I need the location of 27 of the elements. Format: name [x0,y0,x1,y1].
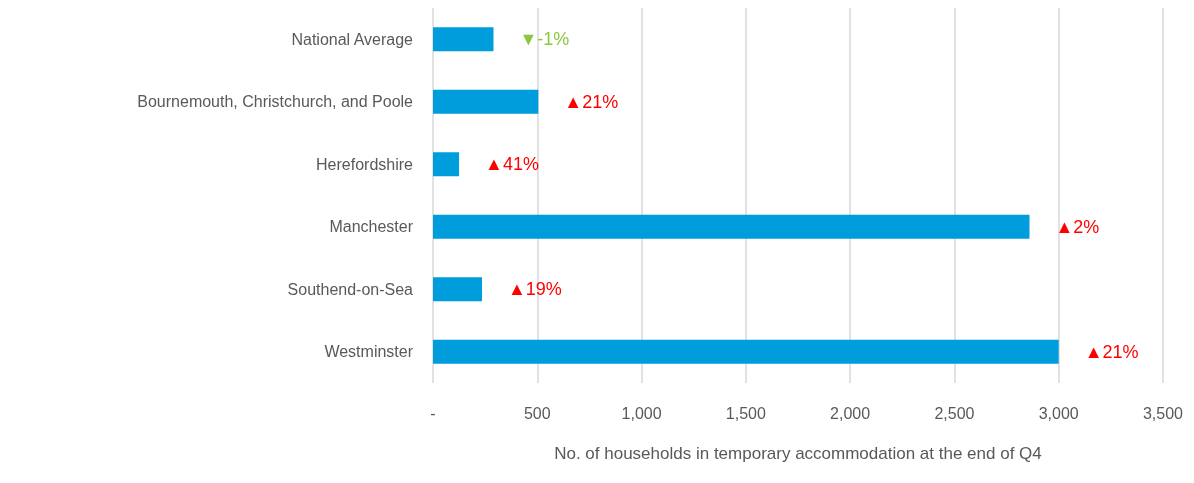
y-tick-label: Westminster [324,343,414,361]
x-tick-label: - [430,404,436,422]
bar [433,27,494,52]
x-tick-label: 3,500 [1142,404,1184,422]
bar [433,89,539,114]
bar [433,277,483,302]
annotation: ▲2% [1055,216,1100,237]
x-tick-label: 1,000 [621,404,662,422]
y-tick-label: Southend-on-Sea [287,280,414,298]
annotation: ▲21% [564,91,619,112]
y-tick-label: Manchester [329,218,414,236]
y-tick-label: Bournemouth, Christchurch, and Poole [137,93,414,111]
x-tick-label: 2,000 [830,404,871,422]
x-tick-label: 3,000 [1038,404,1079,422]
x-tick-label: 500 [523,404,551,422]
annotation: ▲41% [485,154,539,175]
x-tick-label: 1,500 [725,404,766,422]
x-axis-title: No. of households in temporary accommodation at the end of Q4 [554,444,1042,463]
y-tick-label: Herefordshire [316,155,414,173]
y-tick-label: National Average [291,30,414,48]
bar [433,152,460,177]
annotation: ▲21% [1084,341,1139,362]
bar [433,339,1059,364]
annotation: ▼-1% [519,29,570,50]
bar [433,214,1030,239]
x-tick-label: 2,500 [934,404,975,422]
annotation: ▲19% [508,279,562,300]
